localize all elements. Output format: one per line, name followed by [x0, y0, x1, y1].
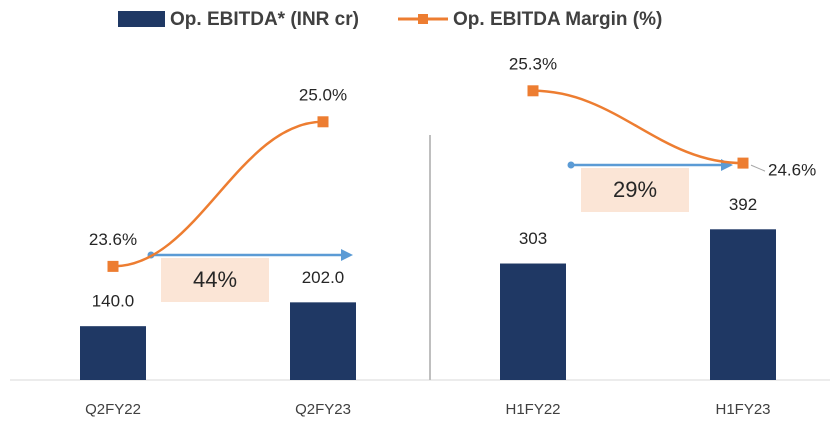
bar — [500, 263, 566, 380]
annotation-box — [581, 168, 689, 212]
margin-line — [532, 89, 744, 165]
x-tick-label: Q2FY22 — [85, 401, 141, 418]
line-value-label: 25.0% — [299, 85, 347, 104]
growth-arrow-start — [567, 161, 575, 169]
legend-label: Op. EBITDA* (INR cr) — [170, 9, 359, 30]
legend-swatch — [118, 11, 165, 27]
margin-marker — [317, 116, 329, 128]
bar-value-label: 140.0 — [92, 292, 135, 311]
x-tick-label: Q2FY23 — [295, 401, 351, 418]
legend-label: Op. EBITDA Margin (%) — [453, 9, 662, 30]
x-tick-label: H1FY22 — [505, 401, 560, 418]
annotation: 29% — [613, 177, 657, 202]
line-value-label: 24.6% — [768, 161, 816, 180]
bar-value-label: 303 — [519, 229, 547, 248]
legend-marker — [418, 14, 428, 24]
bar — [290, 302, 356, 380]
margin-line — [112, 120, 324, 268]
bar — [710, 229, 776, 380]
x-tick-label: H1FY23 — [715, 401, 770, 418]
line-value-label: 25.3% — [509, 54, 557, 73]
line-value-label: 23.6% — [89, 230, 137, 249]
bar — [80, 326, 146, 380]
margin-marker — [527, 85, 539, 97]
label-leader — [750, 164, 766, 172]
annotation: 44% — [193, 267, 237, 292]
bar-value-label: 202.0 — [302, 268, 345, 287]
margin-marker — [107, 260, 119, 272]
bar-value-label: 392 — [729, 195, 757, 214]
annotation-box — [161, 258, 269, 302]
growth-arrow-head — [341, 249, 353, 261]
margin-marker — [737, 157, 749, 169]
